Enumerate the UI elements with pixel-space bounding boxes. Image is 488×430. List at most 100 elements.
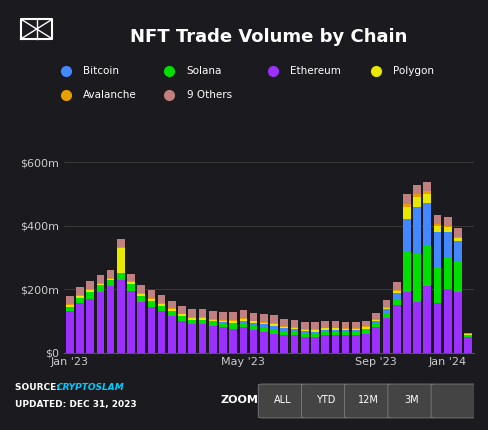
Bar	[341, 328, 349, 329]
Bar	[260, 323, 267, 324]
Bar	[96, 284, 104, 285]
Bar	[331, 321, 339, 328]
Bar	[260, 328, 267, 332]
Bar	[219, 322, 226, 323]
Bar	[464, 335, 471, 337]
Bar	[464, 337, 471, 353]
Bar	[372, 320, 379, 322]
Bar	[86, 292, 94, 298]
Bar	[372, 327, 379, 353]
Bar	[433, 215, 441, 224]
Bar	[362, 329, 369, 330]
Bar	[106, 270, 114, 278]
Bar	[127, 283, 135, 284]
Bar	[402, 219, 410, 251]
Bar	[300, 332, 308, 333]
Bar	[464, 333, 471, 334]
Bar	[423, 245, 430, 286]
Bar	[270, 316, 277, 323]
Bar	[341, 329, 349, 330]
Bar	[198, 317, 206, 318]
Bar	[168, 308, 175, 310]
Bar	[188, 324, 196, 353]
Bar	[443, 217, 451, 226]
Bar	[219, 323, 226, 327]
Text: Bitcoin: Bitcoin	[83, 66, 119, 76]
Bar	[229, 312, 237, 320]
Bar	[106, 280, 114, 286]
Bar	[178, 321, 185, 353]
Bar	[433, 267, 441, 304]
Bar	[423, 182, 430, 191]
Bar	[106, 286, 114, 353]
Bar	[392, 291, 400, 293]
Bar	[453, 237, 461, 238]
Bar	[229, 329, 237, 353]
Bar	[127, 291, 135, 353]
Bar	[443, 232, 451, 257]
Bar	[66, 307, 73, 311]
Text: 12M: 12M	[358, 395, 379, 405]
Bar	[239, 320, 247, 323]
Bar	[443, 289, 451, 353]
Bar	[229, 324, 237, 329]
Bar	[249, 326, 257, 330]
Bar	[96, 275, 104, 283]
Bar	[412, 194, 420, 197]
Bar	[168, 316, 175, 353]
Bar	[239, 327, 247, 353]
Bar	[198, 319, 206, 324]
Bar	[331, 332, 339, 335]
Bar	[392, 305, 400, 353]
Bar	[127, 284, 135, 291]
Bar	[219, 321, 226, 322]
Bar	[229, 323, 237, 324]
Bar	[321, 332, 328, 335]
Bar	[321, 330, 328, 332]
Bar	[249, 330, 257, 353]
Bar	[290, 326, 298, 328]
Bar	[382, 309, 389, 313]
Bar	[300, 337, 308, 353]
Bar	[310, 337, 318, 353]
Text: 3M: 3M	[404, 395, 419, 405]
Bar	[147, 307, 155, 353]
Bar	[280, 327, 287, 329]
Bar	[351, 329, 359, 330]
Bar	[208, 322, 216, 326]
Bar	[208, 311, 216, 319]
FancyBboxPatch shape	[301, 384, 349, 418]
Bar	[188, 309, 196, 317]
Bar	[290, 328, 298, 329]
Bar	[362, 320, 369, 326]
Bar	[198, 318, 206, 319]
Bar	[188, 317, 196, 318]
Bar	[331, 328, 339, 329]
Bar	[433, 304, 441, 353]
Bar	[178, 313, 185, 314]
Bar	[382, 300, 389, 307]
Bar	[260, 324, 267, 328]
Bar	[117, 273, 124, 280]
Bar	[127, 282, 135, 283]
Bar	[290, 329, 298, 332]
Bar	[158, 295, 165, 303]
Bar	[280, 326, 287, 327]
Bar	[321, 321, 328, 328]
Bar	[443, 227, 451, 232]
Bar	[341, 322, 349, 328]
Bar	[66, 305, 73, 307]
Bar	[86, 298, 94, 353]
Bar	[341, 335, 349, 353]
Bar	[453, 292, 461, 353]
Bar	[270, 330, 277, 334]
Bar	[198, 309, 206, 317]
Bar	[137, 285, 145, 293]
Bar	[158, 304, 165, 306]
Bar	[362, 327, 369, 329]
Bar	[402, 292, 410, 353]
Bar	[158, 306, 165, 311]
Bar	[66, 311, 73, 353]
Bar	[321, 335, 328, 353]
Bar	[290, 319, 298, 326]
